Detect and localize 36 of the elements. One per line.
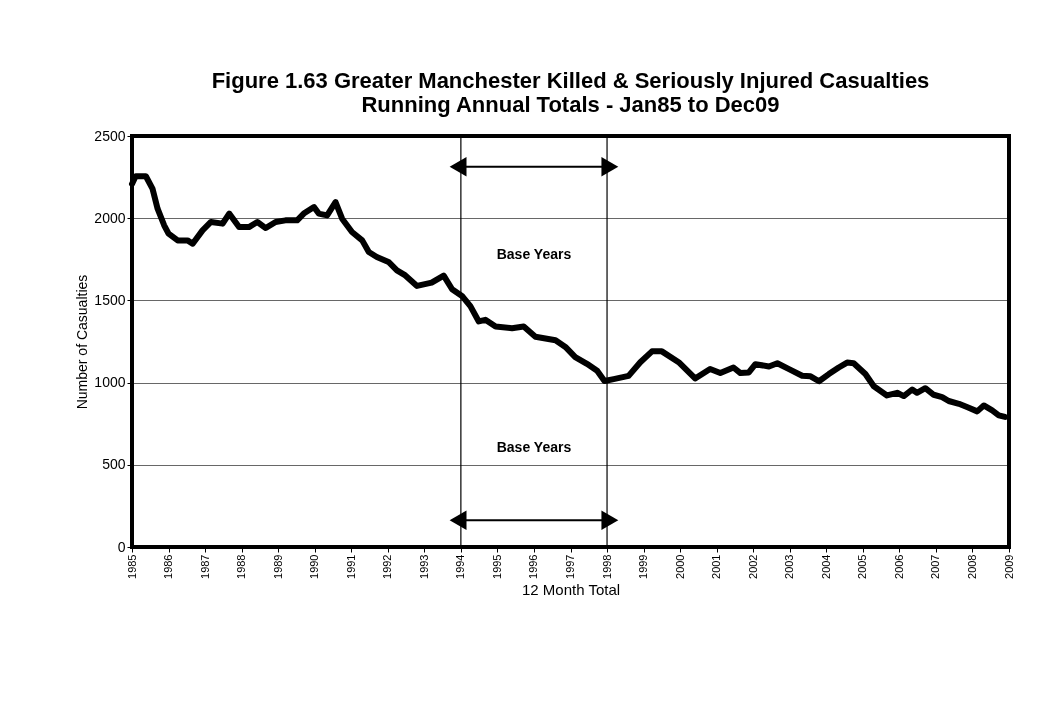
x-tick-label: 2004 — [819, 554, 832, 579]
x-tick-label: 2008 — [965, 554, 978, 579]
x-tick-label: 1986 — [162, 554, 175, 579]
x-tick-label: 1994 — [454, 554, 467, 579]
y-tick-label: 2500 — [94, 127, 126, 144]
x-tick-label: 1998 — [600, 554, 613, 579]
x-tick-label: 2006 — [892, 554, 905, 579]
y-axis-title: Number of Casualties — [74, 274, 91, 410]
x-tick-label: 1988 — [235, 554, 248, 579]
x-tick-label: 1992 — [381, 554, 394, 579]
x-tick-label: 2000 — [673, 554, 686, 579]
x-tick-label: 1997 — [564, 554, 576, 579]
y-tick-label: 500 — [102, 456, 126, 473]
x-tick-label: 1990 — [308, 554, 321, 579]
x-tick-label: 1985 — [125, 554, 138, 579]
x-tick-label: 2001 — [710, 554, 723, 579]
x-tick-label: 1991 — [344, 554, 357, 579]
chart-title: Figure 1.63 Greater Manchester Killed & Seriously Injured Casualties Running Annual Totals - Jan85 to Dec09 — [211, 68, 930, 117]
annotation: Base Years — [496, 439, 572, 456]
x-tick-label: 1987 — [198, 554, 211, 579]
x-tick-label: 1989 — [271, 554, 284, 579]
annotation: Base Years — [496, 246, 572, 263]
x-tick-label: 2005 — [856, 554, 869, 579]
x-tick-label: 2009 — [1002, 554, 1015, 579]
x-tick-label: 2007 — [929, 554, 942, 579]
x-tick-label: 1999 — [637, 554, 650, 579]
x-tick-label: 1996 — [527, 554, 540, 579]
x-tick-label: 1993 — [417, 554, 430, 579]
x-tick-label: 1995 — [490, 554, 503, 579]
y-tick-label: 0 — [117, 538, 126, 555]
y-tick-label: 1000 — [94, 374, 126, 391]
y-tick-label: 1500 — [94, 291, 126, 308]
x-axis-title: 12 Month Total — [521, 580, 621, 598]
x-tick-label: 2003 — [783, 554, 796, 579]
y-tick-label: 2000 — [94, 209, 126, 226]
x-tick-label: 2002 — [746, 554, 759, 579]
